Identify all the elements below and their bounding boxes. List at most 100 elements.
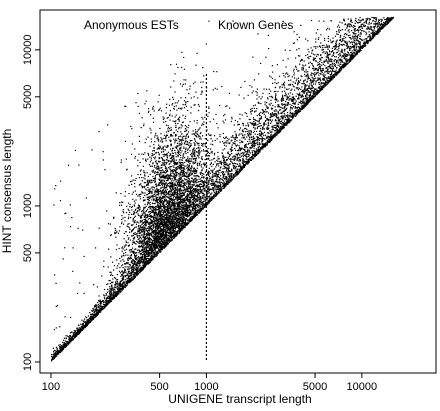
data-point [83,320,85,322]
data-point [123,212,125,214]
data-point [163,234,165,236]
data-point [143,228,146,230]
data-point [135,199,137,201]
data-point [159,243,161,245]
data-point [350,52,352,54]
data-point [167,220,169,222]
data-point [193,162,196,164]
data-point [138,112,141,114]
data-point [158,246,160,248]
data-point [256,139,258,141]
data-point [161,230,163,232]
data-point [209,159,211,161]
data-point [71,336,73,338]
data-point [157,212,159,214]
data-point [166,156,168,158]
data-point [179,167,181,169]
data-point [158,179,161,182]
data-point [160,201,162,203]
data-point [152,169,155,171]
data-point [158,223,161,225]
data-point [179,135,181,137]
data-point [170,64,172,66]
data-point [189,121,191,123]
data-point [188,144,190,146]
data-point [198,178,200,180]
data-point [367,36,369,38]
data-point [222,158,225,160]
data-point [139,196,141,198]
data-point [201,124,203,126]
data-point [236,144,239,146]
data-point [281,120,283,122]
data-point [145,158,147,160]
data-point [139,232,141,234]
data-point [264,134,267,136]
data-point [173,206,175,208]
data-point [182,175,184,178]
data-point [170,139,172,142]
data-point [214,87,216,89]
data-point [160,240,162,242]
data-point [187,183,190,185]
data-point [174,211,176,213]
data-point [251,145,254,147]
data-point [151,107,154,109]
data-point [350,18,352,20]
data-point [172,211,174,213]
data-point [152,154,154,156]
data-point [177,100,180,102]
data-point [103,266,105,268]
data-point [172,183,174,186]
data-point [138,177,141,179]
data-point [174,202,176,205]
data-point [176,222,179,224]
data-point [267,132,269,134]
data-point [161,209,163,211]
data-point [167,170,169,172]
data-point [195,179,197,181]
data-point [129,251,131,253]
data-point [166,159,169,161]
data-point [336,26,339,28]
data-point [204,150,207,152]
data-point [125,251,127,254]
data-point [178,188,180,190]
data-point [366,28,369,30]
data-point [179,144,181,146]
data-point [195,136,198,138]
data-point [116,287,118,289]
data-point [195,188,197,190]
data-point [244,150,246,153]
data-point [166,207,168,209]
data-point [166,221,168,223]
data-point [133,254,136,256]
data-point [189,180,191,182]
data-point [188,166,190,168]
data-point [169,183,171,185]
data-point [208,192,210,194]
data-point [189,160,192,162]
data-point [163,226,165,228]
data-point [130,253,132,256]
data-point [190,168,193,170]
data-point [147,158,149,160]
data-point [179,147,181,150]
data-point [176,206,178,208]
data-point [182,155,184,157]
data-point [142,243,144,245]
data-point [168,207,170,209]
data-point [138,245,140,247]
data-point [137,235,139,237]
data-point [163,184,166,186]
data-point [166,169,168,171]
data-point [172,228,174,230]
data-point [197,151,199,154]
data-point [162,217,164,219]
data-point [164,161,166,164]
data-point [202,176,204,178]
data-point [233,159,235,162]
data-point [200,171,202,173]
data-point [194,135,196,137]
data-point [138,235,140,237]
